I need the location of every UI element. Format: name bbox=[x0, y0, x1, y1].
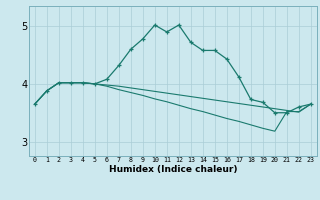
X-axis label: Humidex (Indice chaleur): Humidex (Indice chaleur) bbox=[108, 165, 237, 174]
